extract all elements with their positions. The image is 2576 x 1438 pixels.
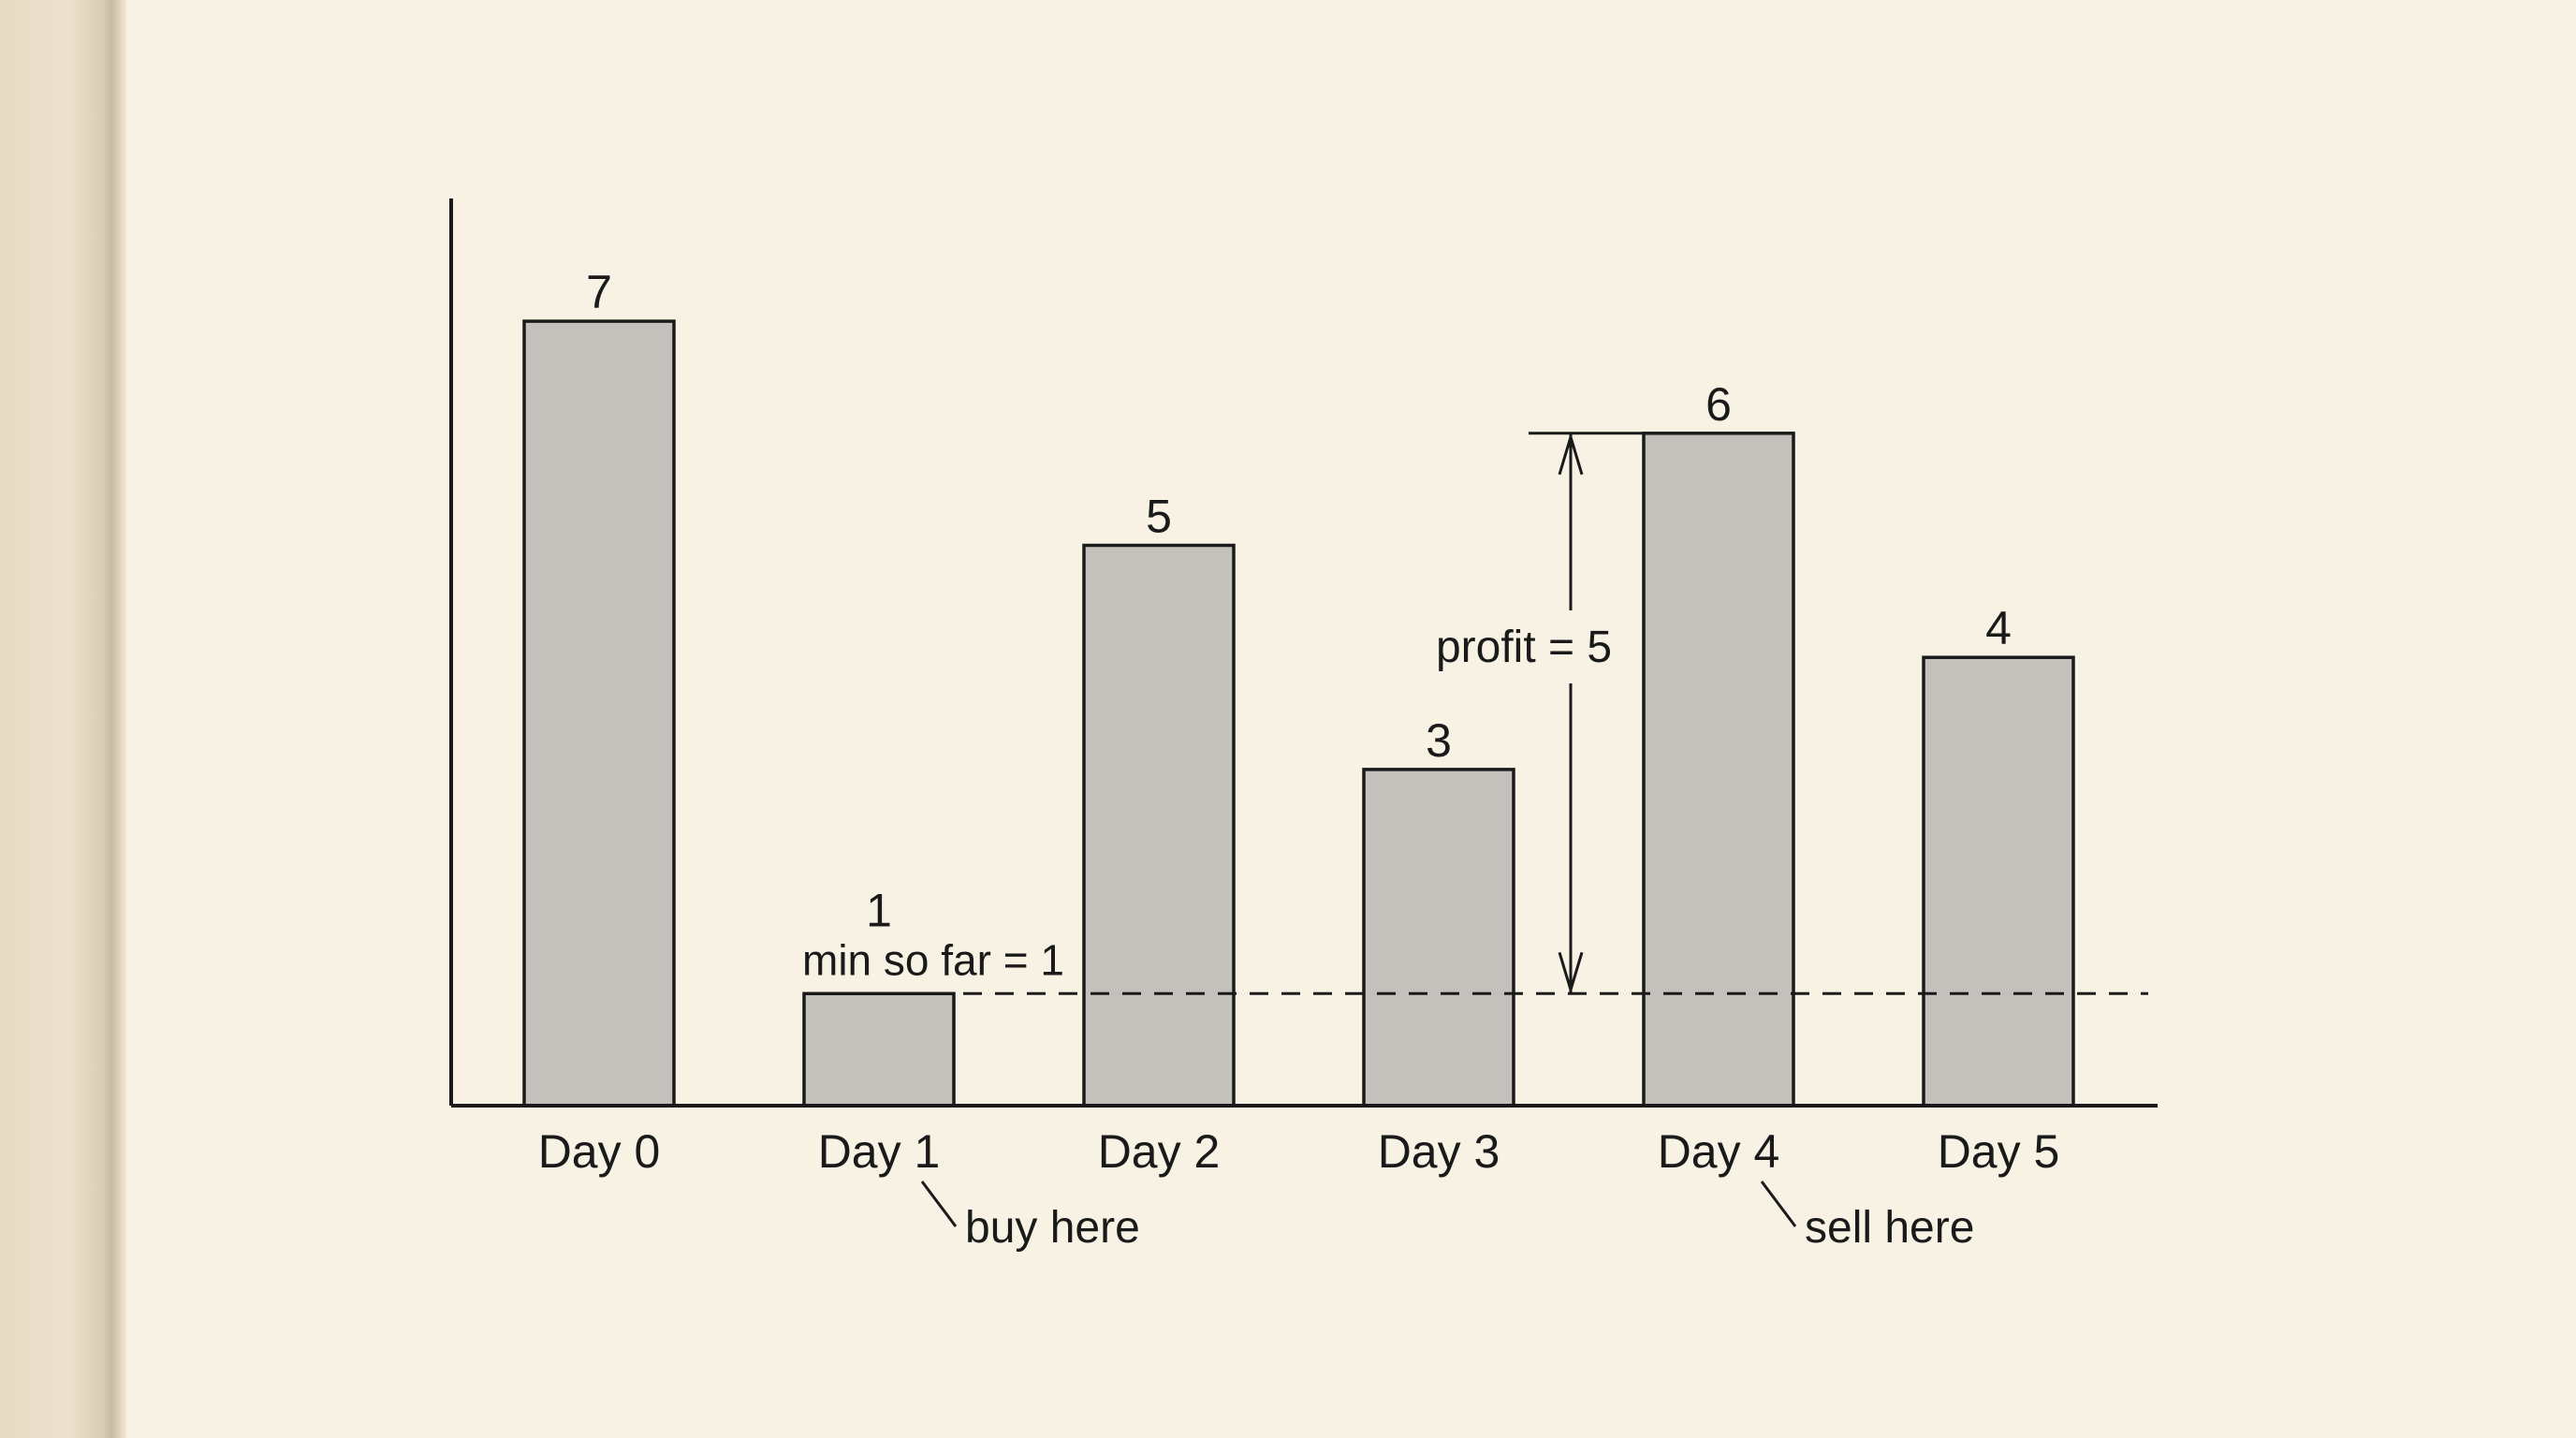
- value-label-1: 1: [866, 884, 892, 936]
- bar-day-1: [802, 991, 956, 1108]
- annotations-group: min so far = 1 profit = 5 buy here sell …: [802, 432, 2148, 1253]
- sell-here-label: sell here: [1805, 1203, 1974, 1253]
- bar-day-0: [522, 319, 676, 1108]
- x-tick-label-1: Day 1: [818, 1125, 941, 1178]
- x-tick-label-0: Day 0: [538, 1125, 661, 1178]
- profit-arrowhead-up: [1558, 432, 1584, 476]
- bar-day-3: [1362, 768, 1515, 1108]
- x-tick-label-2: Day 2: [1098, 1125, 1221, 1178]
- value-label-0: 7: [586, 266, 612, 318]
- profit-label: profit = 5: [1436, 623, 1612, 672]
- value-label-3: 3: [1426, 714, 1452, 767]
- sell-here-leader-line: [1760, 1181, 1797, 1227]
- x-tick-label-5: Day 5: [1938, 1125, 2060, 1178]
- bar-day-4: [1642, 432, 1795, 1108]
- x-tick-label-4: Day 4: [1658, 1125, 1780, 1178]
- buy-here-label: buy here: [965, 1203, 1140, 1253]
- value-label-5: 4: [1985, 602, 2012, 654]
- buy-here-leader-line: [920, 1181, 958, 1227]
- notebook-binding: [0, 0, 126, 1438]
- x-tick-label-3: Day 3: [1378, 1125, 1500, 1178]
- value-labels-group: 7 1 5 3 6 4: [586, 266, 2012, 936]
- x-tick-labels-group: Day 0 Day 1 Day 2 Day 3 Day 4 Day 5: [538, 1125, 2060, 1178]
- min-so-far-label: min so far = 1: [802, 935, 1064, 984]
- bar-day-5: [1922, 655, 2075, 1108]
- value-label-4: 6: [1705, 378, 1732, 431]
- bar-day-2: [1082, 543, 1236, 1108]
- value-label-2: 5: [1146, 491, 1172, 543]
- bars-group: [522, 319, 2075, 1108]
- profit-arrowhead-down: [1558, 951, 1584, 995]
